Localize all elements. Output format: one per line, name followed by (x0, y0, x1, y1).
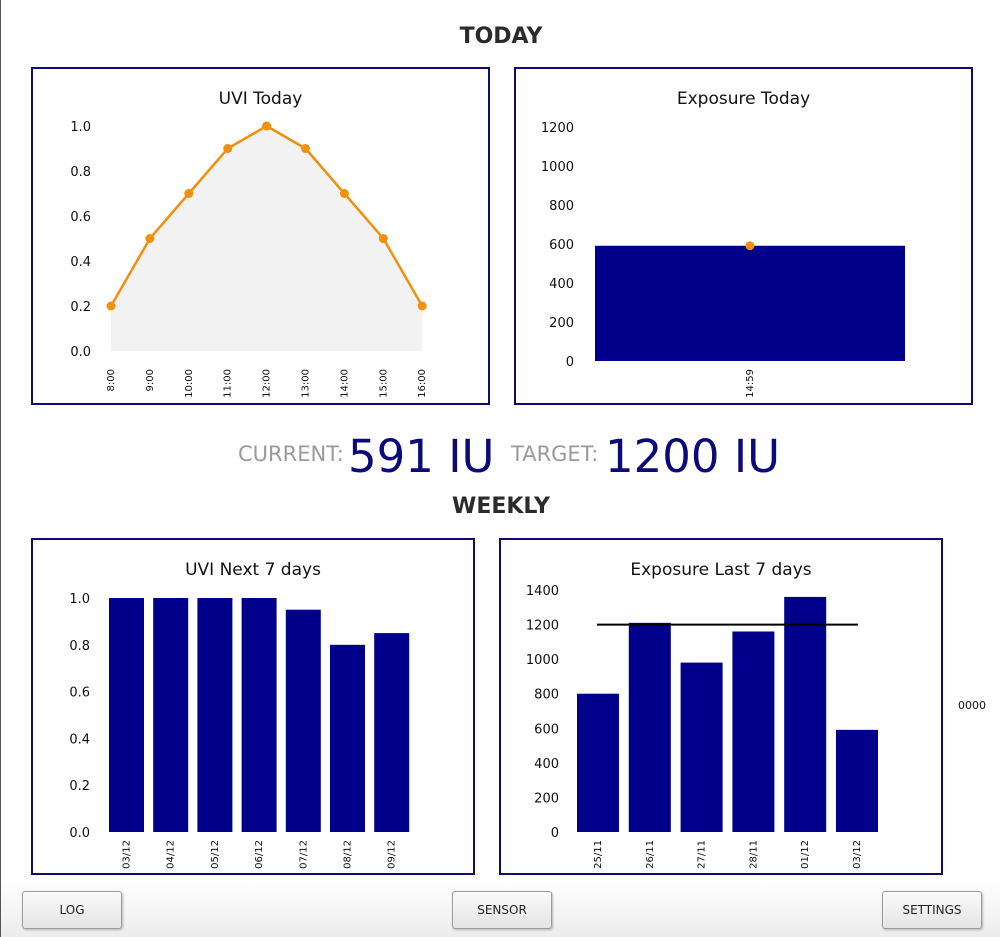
uvi-next-7-ytick-label: 0.6 (69, 686, 90, 701)
uvi-next-7-bar (374, 633, 410, 832)
uvi-today-point (145, 234, 155, 243)
exposure-last-7-xtick-label: 01/12 (800, 840, 811, 869)
uvi-today-point (339, 189, 349, 198)
exposure-today-ytick-label: 0 (566, 355, 574, 370)
uvi-next-7-bar (197, 598, 233, 832)
exposure-last-7-ytick-label: 200 (534, 791, 559, 806)
target-label: TARGET: (511, 442, 599, 466)
sensor-button[interactable]: SENSOR (452, 891, 552, 929)
exposure-last-7-bar (577, 693, 619, 832)
exposure-last-7-xtick-label: 25/11 (593, 840, 604, 869)
today-heading: TODAY (459, 24, 543, 49)
exposure-today-xtick-label: 14:59 (745, 369, 756, 398)
uvi-today-chart: 0.0 0.2 0.4 0.6 0.8 1.0 8:00 9:00 10:00 11:00 12:0… (70, 120, 428, 398)
exposure-last-7-ytick-label: 400 (534, 757, 559, 772)
uvi-today-xtick-label: 13:00 (301, 369, 312, 398)
exposure-last-7-xtick-label: 03/12 (852, 840, 863, 869)
uvi-today-ytick-label: 0.4 (70, 255, 91, 270)
exposure-today-marker (745, 241, 755, 251)
log-button[interactable]: LOG (22, 891, 122, 929)
uvi-today-point (262, 121, 272, 131)
exposure-today-ytick-label: 800 (549, 199, 574, 214)
exposure-last-7-bar (784, 596, 827, 832)
uvi-today-xtick-label: 14:00 (339, 369, 350, 398)
uvi-today-xtick-label: 8:00 (106, 369, 117, 391)
side-readout: 0000 (958, 699, 986, 712)
uvi-today-point (106, 301, 116, 311)
exposure-today-bar (595, 245, 905, 361)
exposure-last-7-xtick-label: 26/11 (645, 840, 656, 869)
uvi-today-title: UVI Today (218, 89, 303, 109)
uvi-next-7-ytick-label: 0.0 (69, 826, 90, 841)
exposure-today-ytick-label: 1200 (541, 121, 574, 136)
uvi-today-point (378, 234, 388, 243)
uvi-today-panel: 0.0 0.2 0.4 0.6 0.8 1.0 8:00 9:00 10:00 11:00 12:0… (31, 67, 490, 405)
uvi-today-xtick-label: 12:00 (262, 369, 273, 398)
exposure-last-7-bar (628, 622, 671, 832)
uvi-next-7-ytick-label: 0.2 (69, 779, 90, 794)
exposure-today-chart: 0 200 400 600 800 1000 1200 14:59 (541, 121, 905, 398)
uvi-today-point (301, 144, 310, 153)
exposure-last-7-panel: 0 200 400 600 800 1000 1200 1400 25/11 26/11 27/11… (499, 538, 943, 875)
exposure-summary: CURRENT: 591 IU TARGET: 1200 IU (1, 430, 1000, 490)
uvi-next-7-xtick-label: 03/12 (122, 840, 133, 869)
uvi-next-7-panel: 0.0 0.2 0.4 0.6 0.8 1.0 03/12 04/12 05/12 06/12 07… (31, 538, 475, 875)
uvi-next-7-ytick-label: 0.4 (69, 732, 90, 747)
uvi-next-7-bar (330, 644, 365, 832)
exposure-last-7-xtick-label: 28/11 (748, 840, 759, 869)
uvi-today-xtick-label: 16:00 (417, 369, 428, 398)
exposure-today-ytick-label: 200 (549, 316, 574, 331)
uvi-next-7-bar (153, 598, 189, 832)
uvi-today-point (184, 189, 194, 198)
exposure-last-7-xtick-label: 27/11 (697, 840, 708, 869)
exposure-last-7-ytick-label: 0 (551, 826, 559, 841)
current-value: 591 IU (348, 430, 495, 483)
exposure-today-ytick-label: 600 (549, 238, 574, 253)
uvi-today-xtick-label: 9:00 (145, 369, 156, 391)
uvi-next-7-bar (285, 609, 321, 832)
exposure-today-panel: 0 200 400 600 800 1000 1200 14:59 Exposure Toda… (514, 67, 973, 405)
exposure-today-ytick-label: 1000 (541, 160, 574, 175)
uvi-next-7-xtick-label: 08/12 (343, 840, 354, 869)
uvi-next-7-chart: 0.0 0.2 0.4 0.6 0.8 1.0 03/12 04/12 05/12 06/12 07… (69, 592, 410, 869)
uvi-next-7-title: UVI Next 7 days (185, 560, 321, 580)
exposure-last-7-ytick-label: 1000 (526, 653, 559, 668)
uvi-next-7-xtick-label: 07/12 (298, 840, 309, 869)
exposure-today-title: Exposure Today (676, 89, 811, 109)
uvi-next-7-bar (109, 598, 144, 832)
exposure-last-7-bar (732, 631, 775, 832)
exposure-last-7-ytick-label: 1200 (526, 619, 559, 634)
uvi-today-xtick-label: 11:00 (223, 369, 234, 398)
uvi-today-ytick-label: 0.6 (70, 210, 91, 225)
weekly-heading: WEEKLY (452, 494, 550, 519)
settings-button[interactable]: SETTINGS (882, 891, 982, 929)
uvi-next-7-xtick-label: 04/12 (166, 840, 177, 869)
uvi-today-ytick-label: 0.2 (70, 300, 91, 315)
current-label: CURRENT: (238, 442, 344, 466)
exposure-last-7-bar (680, 662, 723, 832)
uvi-today-area (111, 126, 423, 351)
uvi-today-point (223, 144, 233, 153)
exposure-last-7-bar (836, 729, 878, 832)
uvi-today-xtick-label: 15:00 (378, 369, 389, 398)
exposure-last-7-title: Exposure Last 7 days (630, 560, 812, 580)
uvi-today-ytick-label: 0.0 (70, 345, 91, 360)
uvi-next-7-xtick-label: 06/12 (254, 840, 265, 869)
exposure-today-ytick-label: 400 (549, 277, 574, 292)
exposure-last-7-ytick-label: 800 (534, 688, 559, 703)
exposure-last-7-ytick-label: 1400 (526, 584, 559, 599)
uvi-today-point (417, 301, 427, 311)
uvi-next-7-ytick-label: 1.0 (69, 592, 90, 607)
uvi-next-7-bar (241, 598, 277, 832)
exposure-last-7-chart: 0 200 400 600 800 1000 1200 1400 25/11 26/11 27/11… (526, 584, 878, 869)
uvi-today-ytick-label: 1.0 (70, 120, 91, 135)
uvi-today-ytick-label: 0.8 (70, 165, 91, 180)
uvi-next-7-xtick-label: 05/12 (210, 840, 221, 869)
uvi-today-xtick-label: 10:00 (184, 369, 195, 398)
uvi-next-7-ytick-label: 0.8 (69, 639, 90, 654)
target-value: 1200 IU (605, 430, 781, 483)
exposure-last-7-ytick-label: 600 (534, 722, 559, 737)
uvi-next-7-xtick-label: 09/12 (387, 840, 398, 869)
